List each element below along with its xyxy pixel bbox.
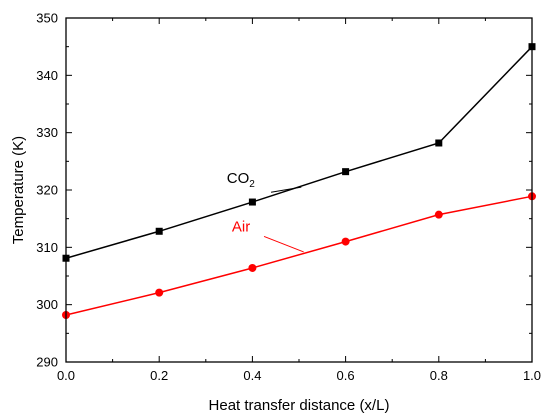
y-tick-label: 320 [36, 183, 58, 198]
data-point-circle [434, 210, 443, 219]
x-axis-title: Heat transfer distance (x/L) [209, 397, 390, 414]
data-point-circle [341, 237, 350, 246]
x-tick-label: 0.8 [430, 368, 448, 383]
air-series-label: Air [232, 218, 250, 235]
data-point-square [342, 168, 350, 176]
y-tick-label: 340 [36, 68, 58, 83]
data-point-circle [155, 288, 164, 297]
data-point-circle [248, 263, 257, 272]
co2-label-main: CO [227, 170, 250, 187]
x-tick-label: 1.0 [523, 368, 541, 383]
data-point-square [155, 227, 163, 235]
x-tick-label: 0.0 [57, 368, 75, 383]
series-line-1 [65, 195, 533, 316]
plot-frame [65, 17, 533, 363]
x-axis-ticks: 0.0 0.2 0.4 0.6 0.8 1.0 [57, 18, 541, 383]
y-tick-label: 350 [36, 11, 58, 26]
co2-label-subscript: 2 [249, 179, 255, 190]
y-tick-label: 300 [36, 297, 58, 312]
x-tick-label: 0.6 [337, 368, 355, 383]
y-tick-label: 330 [36, 125, 58, 140]
x-tick-label: 0.4 [243, 368, 261, 383]
series-layer [62, 43, 536, 319]
x-tick-label: 0.2 [150, 368, 168, 383]
air-label-leader [263, 235, 304, 253]
y-axis-title: Temperature (K) [10, 136, 27, 244]
co2-series-label: CO2 [227, 170, 256, 190]
data-point-square [435, 139, 443, 147]
series-line-0 [65, 46, 533, 259]
y-tick-label: 310 [36, 240, 58, 255]
data-point-square [248, 198, 256, 206]
co2-label-leader [270, 186, 302, 193]
y-tick-label: 290 [36, 355, 58, 370]
